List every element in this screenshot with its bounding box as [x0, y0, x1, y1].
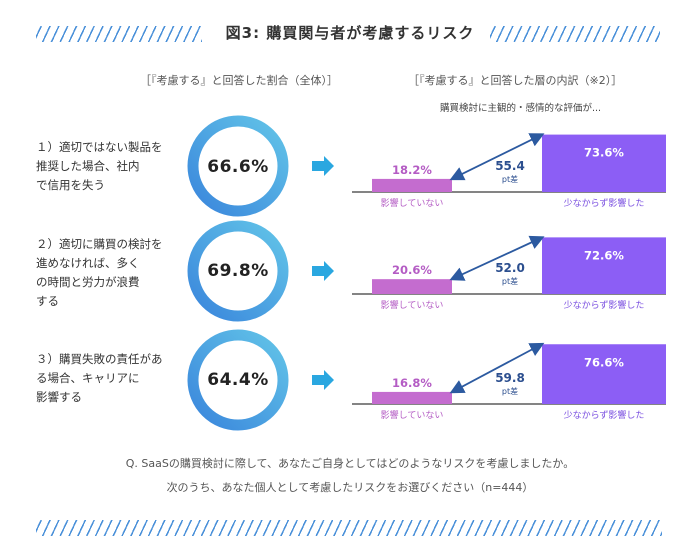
header-hatch-left — [36, 26, 202, 42]
diff-value-2: 52.0 — [495, 261, 525, 275]
difference-arrow-3 — [449, 342, 545, 394]
bar-small-3 — [372, 391, 452, 404]
direction-arrow-3 — [312, 370, 334, 390]
bar-small-label-2: 影響していない — [381, 299, 444, 311]
bar-small-label-1: 影響していない — [381, 197, 444, 209]
overall-value-2: 69.8% — [207, 261, 269, 281]
bar-small-1 — [372, 178, 452, 192]
difference-arrow-2 — [449, 235, 545, 281]
donut-ring-3 — [187, 329, 289, 431]
bar-big-3 — [542, 344, 666, 404]
bar-big-value-3: 76.6% — [584, 355, 624, 369]
bar-small-label-3: 影響していない — [381, 409, 444, 421]
question-line-1: Q. SaaSの購買検討に際して、あなたご自身としてはどのようなリスクを考慮しま… — [125, 457, 575, 470]
diff-unit-3: pt差 — [502, 386, 518, 396]
bar-small-value-3: 16.8% — [392, 376, 432, 390]
page-title: 図3: 購買関与者が考慮するリスク — [225, 24, 475, 42]
bar-small-value-1: 18.2% — [392, 163, 432, 177]
direction-arrow-2 — [312, 261, 334, 281]
row-label-1: １）適切ではない製品を 推奨した場合、社内 で信用を失う — [36, 140, 163, 192]
bar-big-label-2: 少なからず影響した — [564, 299, 645, 311]
diff-unit-1: pt差 — [502, 174, 518, 184]
left-subhead: ［『考慮する』と回答した割合（全体）］ — [140, 74, 338, 87]
diff-value-1: 55.4 — [495, 159, 525, 173]
footer-hatch — [36, 520, 662, 536]
bar-big-label-3: 少なからず影響した — [564, 409, 645, 421]
difference-arrow-1 — [449, 133, 545, 181]
diff-unit-2: pt差 — [502, 276, 518, 286]
bar-big-1 — [542, 134, 666, 192]
bar-big-2 — [542, 237, 666, 294]
direction-arrow-1 — [312, 156, 334, 176]
right-subhead: ［『考慮する』と回答した層の内訳（※2）］ — [408, 74, 623, 87]
row-label-3: ３）購買失敗の責任があ る場合、キャリアに 影響する — [36, 352, 163, 404]
row-label-2: ２）適切に購買の検討を 進めなければ、多く の時間と労力が浪費 する — [36, 237, 163, 308]
bar-big-label-1: 少なからず影響した — [564, 197, 645, 209]
bar-big-value-2: 72.6% — [584, 248, 624, 262]
diff-value-3: 59.8 — [495, 371, 525, 385]
bar-small-2 — [372, 279, 452, 294]
header-hatch-right — [490, 26, 660, 42]
chart-note: 購買検討に主観的・感情的な評価が... — [440, 103, 602, 114]
donut-ring-1 — [187, 115, 289, 217]
bar-small-value-2: 20.6% — [392, 263, 432, 277]
bar-big-value-1: 73.6% — [584, 146, 624, 160]
donut-ring-2 — [187, 220, 289, 322]
overall-value-1: 66.6% — [207, 157, 269, 177]
question-line-2: 次のうち、あなた個人として考慮したリスクをお選びください（n=444） — [166, 481, 534, 494]
overall-value-3: 64.4% — [207, 370, 269, 390]
